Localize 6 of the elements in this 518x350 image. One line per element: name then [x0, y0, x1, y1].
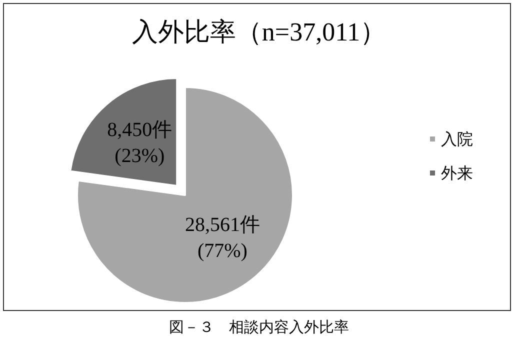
data-label: 8,450件 (23%): [107, 119, 172, 167]
text: 図－３ 相談内容入外比率: [168, 318, 350, 337]
data-label: 28,561件 (77%): [184, 214, 260, 262]
legend-label: 外来: [441, 164, 473, 182]
chart-title: 入外比率（n=37,011）: [132, 18, 386, 46]
legend-label: 入院: [441, 130, 473, 148]
